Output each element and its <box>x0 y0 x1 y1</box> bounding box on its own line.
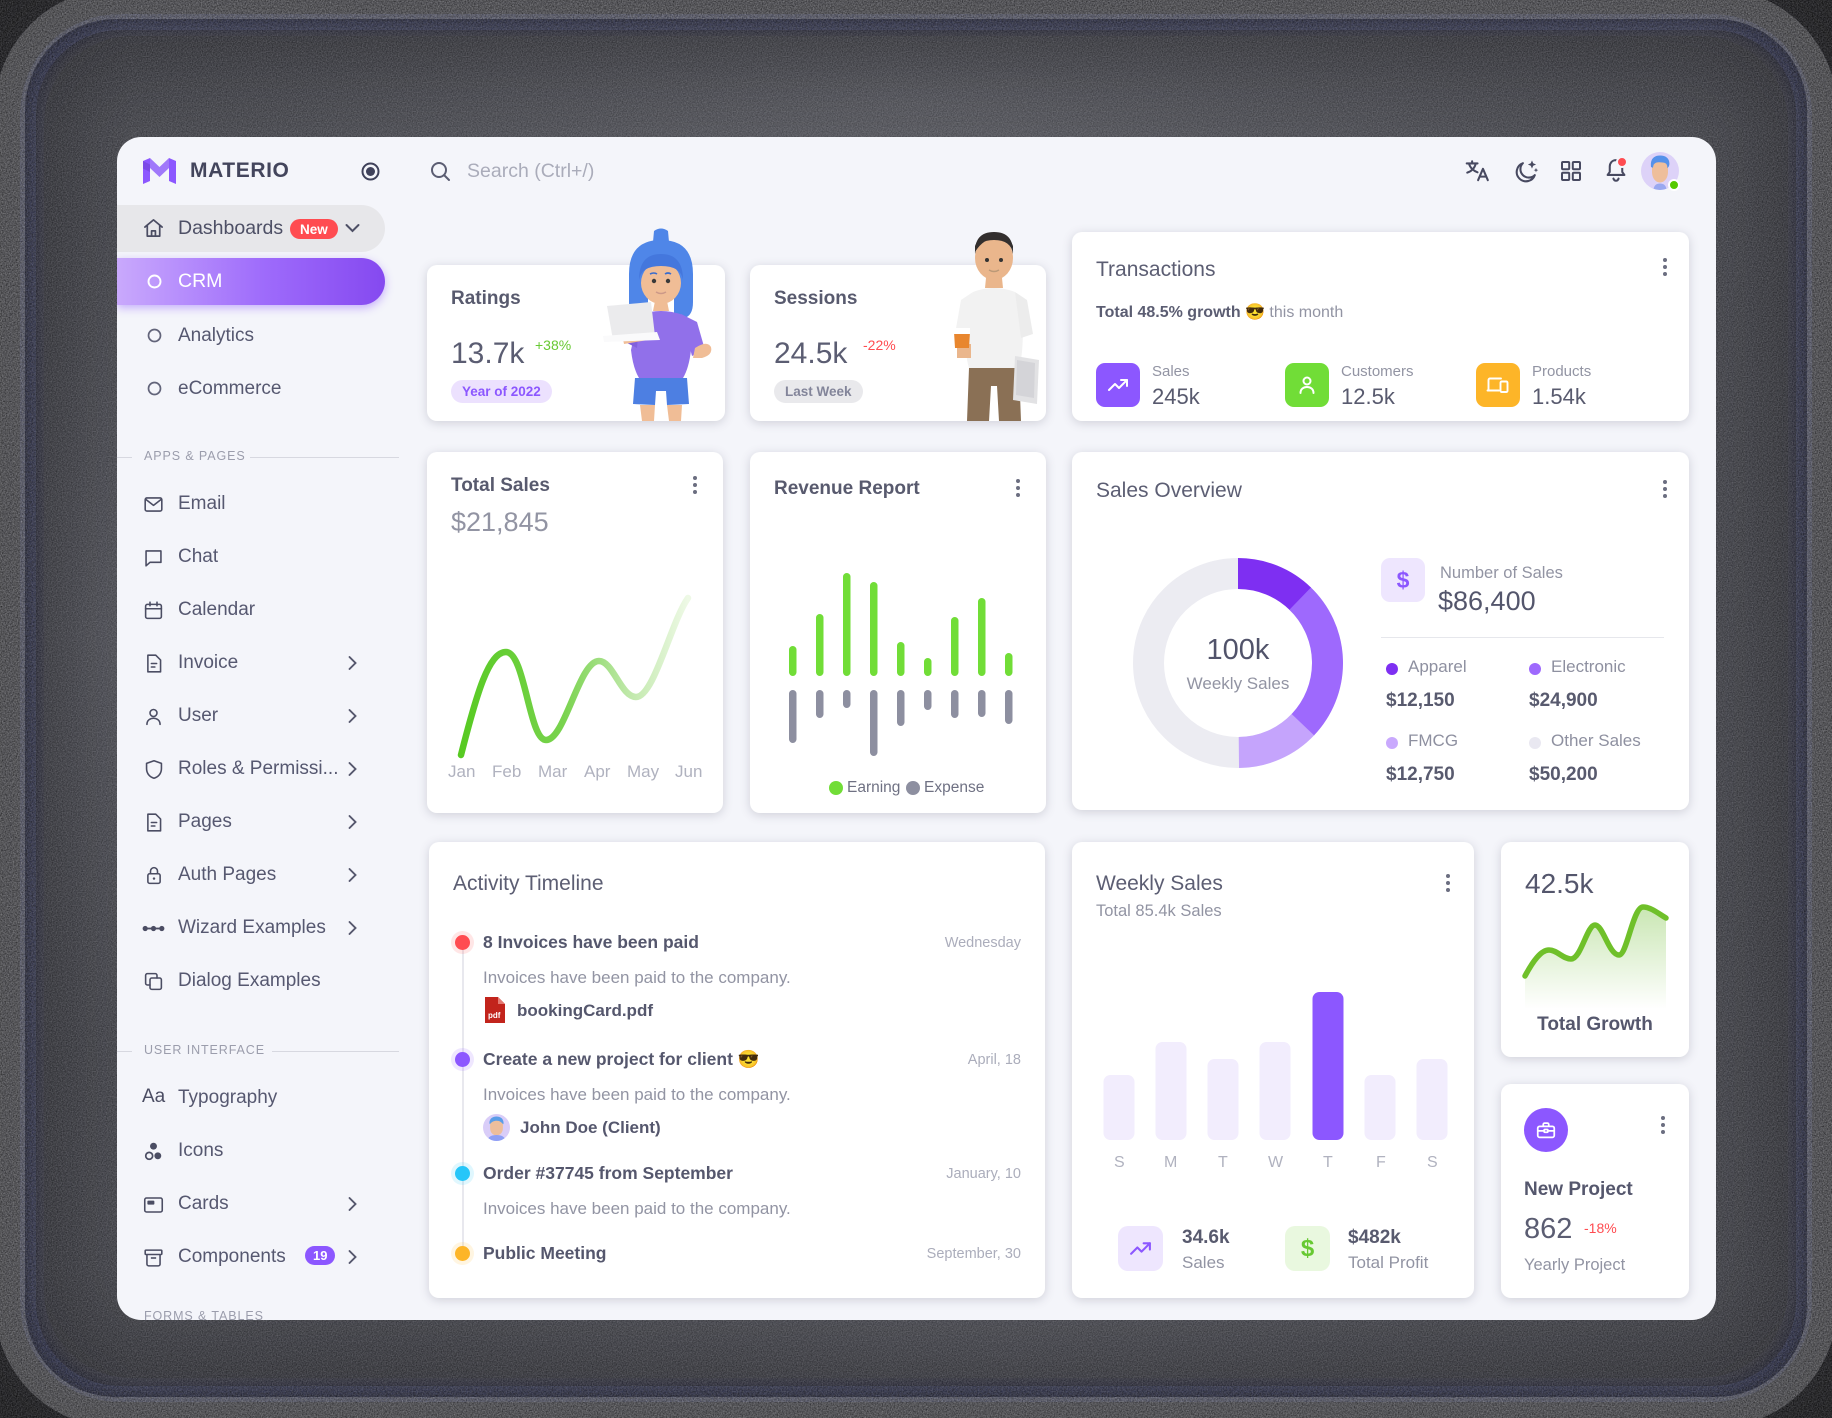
svg-text:pdf: pdf <box>488 1011 501 1020</box>
